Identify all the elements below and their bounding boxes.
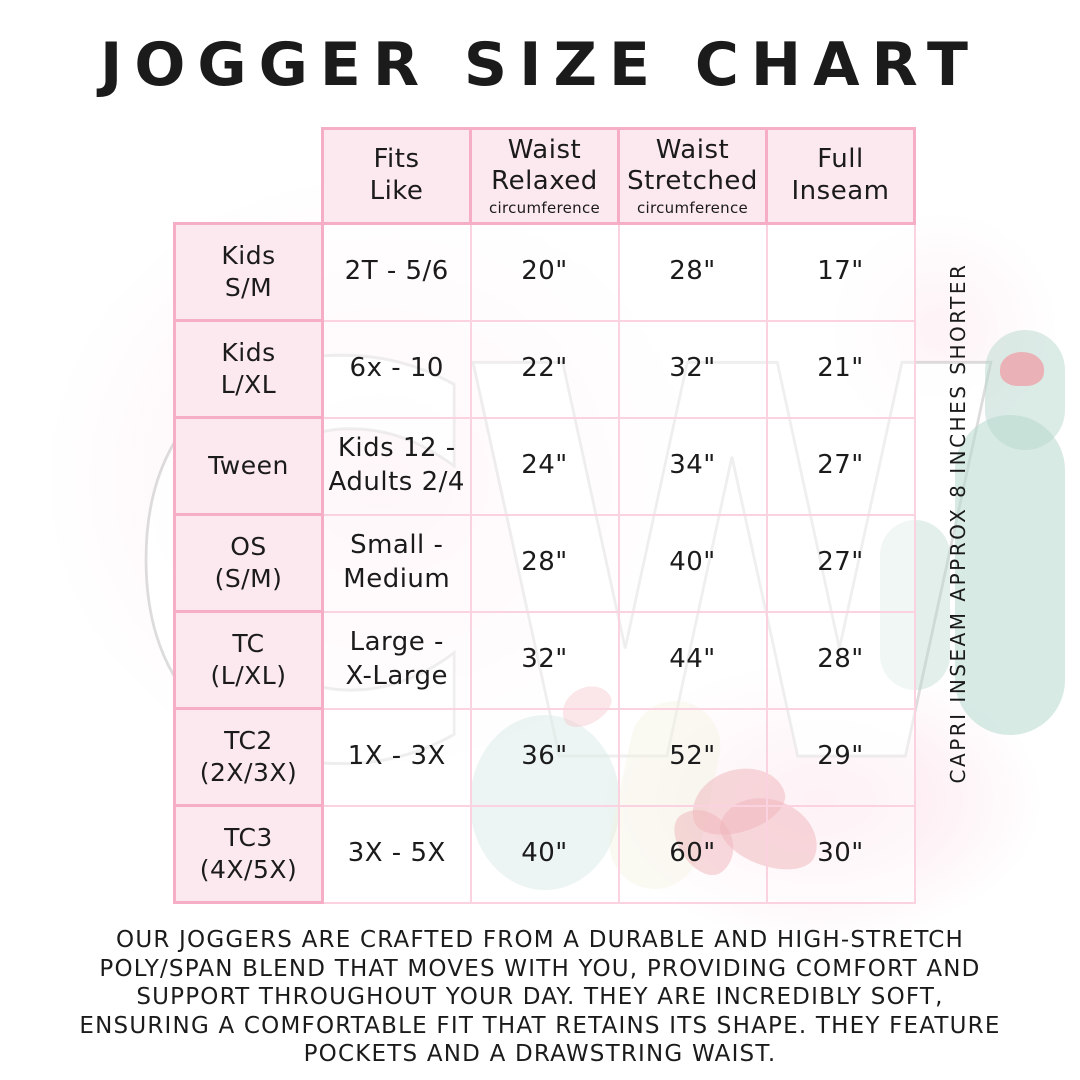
corner-cell [175,129,323,224]
description-line: POLY/SPAN BLEND THAT MOVES WITH YOU, PRO… [99,955,981,982]
measurement-cell: 22" [469,319,620,419]
measurement-cell: Large - X-Large [321,610,472,710]
cactus-shape [955,415,1065,735]
header-row: Fits Like Waist Relaxed circumference Waist… [175,127,916,225]
measurement-cell: 44" [617,610,768,710]
capri-inseam-note: CAPRI INSEAM APPROX 8 INCHES SHORTER [946,262,970,784]
measurement-cell: 40" [617,513,768,613]
measurement-cell: 29" [765,707,916,807]
measurement-cell: 60" [617,804,768,904]
table-row: Tween Kids 12 - Adults 2/4 24" 34" 27" [173,416,916,516]
measurement-cell: 32" [469,610,620,710]
table-row: OS (S/M) Small - Medium 28" 40" 27" [173,513,916,613]
description-line: OUR JOGGERS ARE CRAFTED FROM A DURABLE A… [116,927,964,953]
measurement-cell: 2T - 5/6 [321,222,472,322]
measurement-cell: 52" [617,707,768,807]
measurement-cell: 34" [617,416,768,516]
measurement-cell: Small - Medium [321,513,472,613]
size-label-cell: Kids L/XL [173,319,324,419]
measurement-cell: 6x - 10 [321,319,472,419]
column-header: Fits Like [321,127,472,225]
cactus-shape [985,330,1065,450]
measurement-cell: 30" [765,804,916,904]
measurement-cell: 36" [469,707,620,807]
measurement-cell: 32" [617,319,768,419]
column-header-subtext: circumference [636,199,749,218]
table-row: Kids S/M 2T - 5/6 20" 28" 17" [173,222,916,322]
description-line: SUPPORT THROUGHOUT YOUR DAY. THEY ARE IN… [136,984,944,1010]
size-label-cell: Kids S/M [173,222,324,322]
product-description: OUR JOGGERS ARE CRAFTED FROM A DURABLE A… [30,926,1050,1069]
measurement-cell: 28" [617,222,768,322]
flower-shape [1000,352,1044,386]
page-title: JOGGER SIZE CHART [100,30,980,100]
table-row: TC3 (4X/5X) 3X - 5X 40" 60" 30" [173,804,916,904]
column-header-subtext: circumference [488,199,601,218]
size-label-cell: TC3 (4X/5X) [173,804,324,904]
size-chart-table: Fits Like Waist Relaxed circumference Waist… [173,127,916,904]
size-label-cell: TC (L/XL) [173,610,324,710]
measurement-cell: 28" [765,610,916,710]
column-header: Waist Relaxed circumference [469,127,620,225]
table-row: TC (L/XL) Large - X-Large 32" 44" 28" [173,610,916,710]
measurement-cell: 28" [469,513,620,613]
measurement-cell: 24" [469,416,620,516]
column-header: Waist Stretched circumference [617,127,768,225]
size-label-cell: OS (S/M) [173,513,324,613]
measurement-cell: 20" [469,222,620,322]
description-line: POCKETS AND A DRAWSTRING WAIST. [303,1041,777,1067]
measurement-cell: Kids 12 - Adults 2/4 [321,416,472,516]
column-header: Full Inseam [765,127,916,225]
size-label-cell: Tween [173,416,324,516]
table-row: TC2 (2X/3X) 1X - 3X 36" 52" 29" [173,707,916,807]
table-row: Kids L/XL 6x - 10 22" 32" 21" [173,319,916,419]
description-line: ENSURING A COMFORTABLE FIT THAT RETAINS … [79,1012,1001,1039]
measurement-cell: 27" [765,513,916,613]
measurement-cell: 21" [765,319,916,419]
size-label-cell: TC2 (2X/3X) [173,707,324,807]
measurement-cell: 3X - 5X [321,804,472,904]
measurement-cell: 1X - 3X [321,707,472,807]
measurement-cell: 40" [469,804,620,904]
measurement-cell: 27" [765,416,916,516]
measurement-cell: 17" [765,222,916,322]
table-body: Kids S/M 2T - 5/6 20" 28" 17" Kids L/XL 6x - 1… [173,222,916,904]
